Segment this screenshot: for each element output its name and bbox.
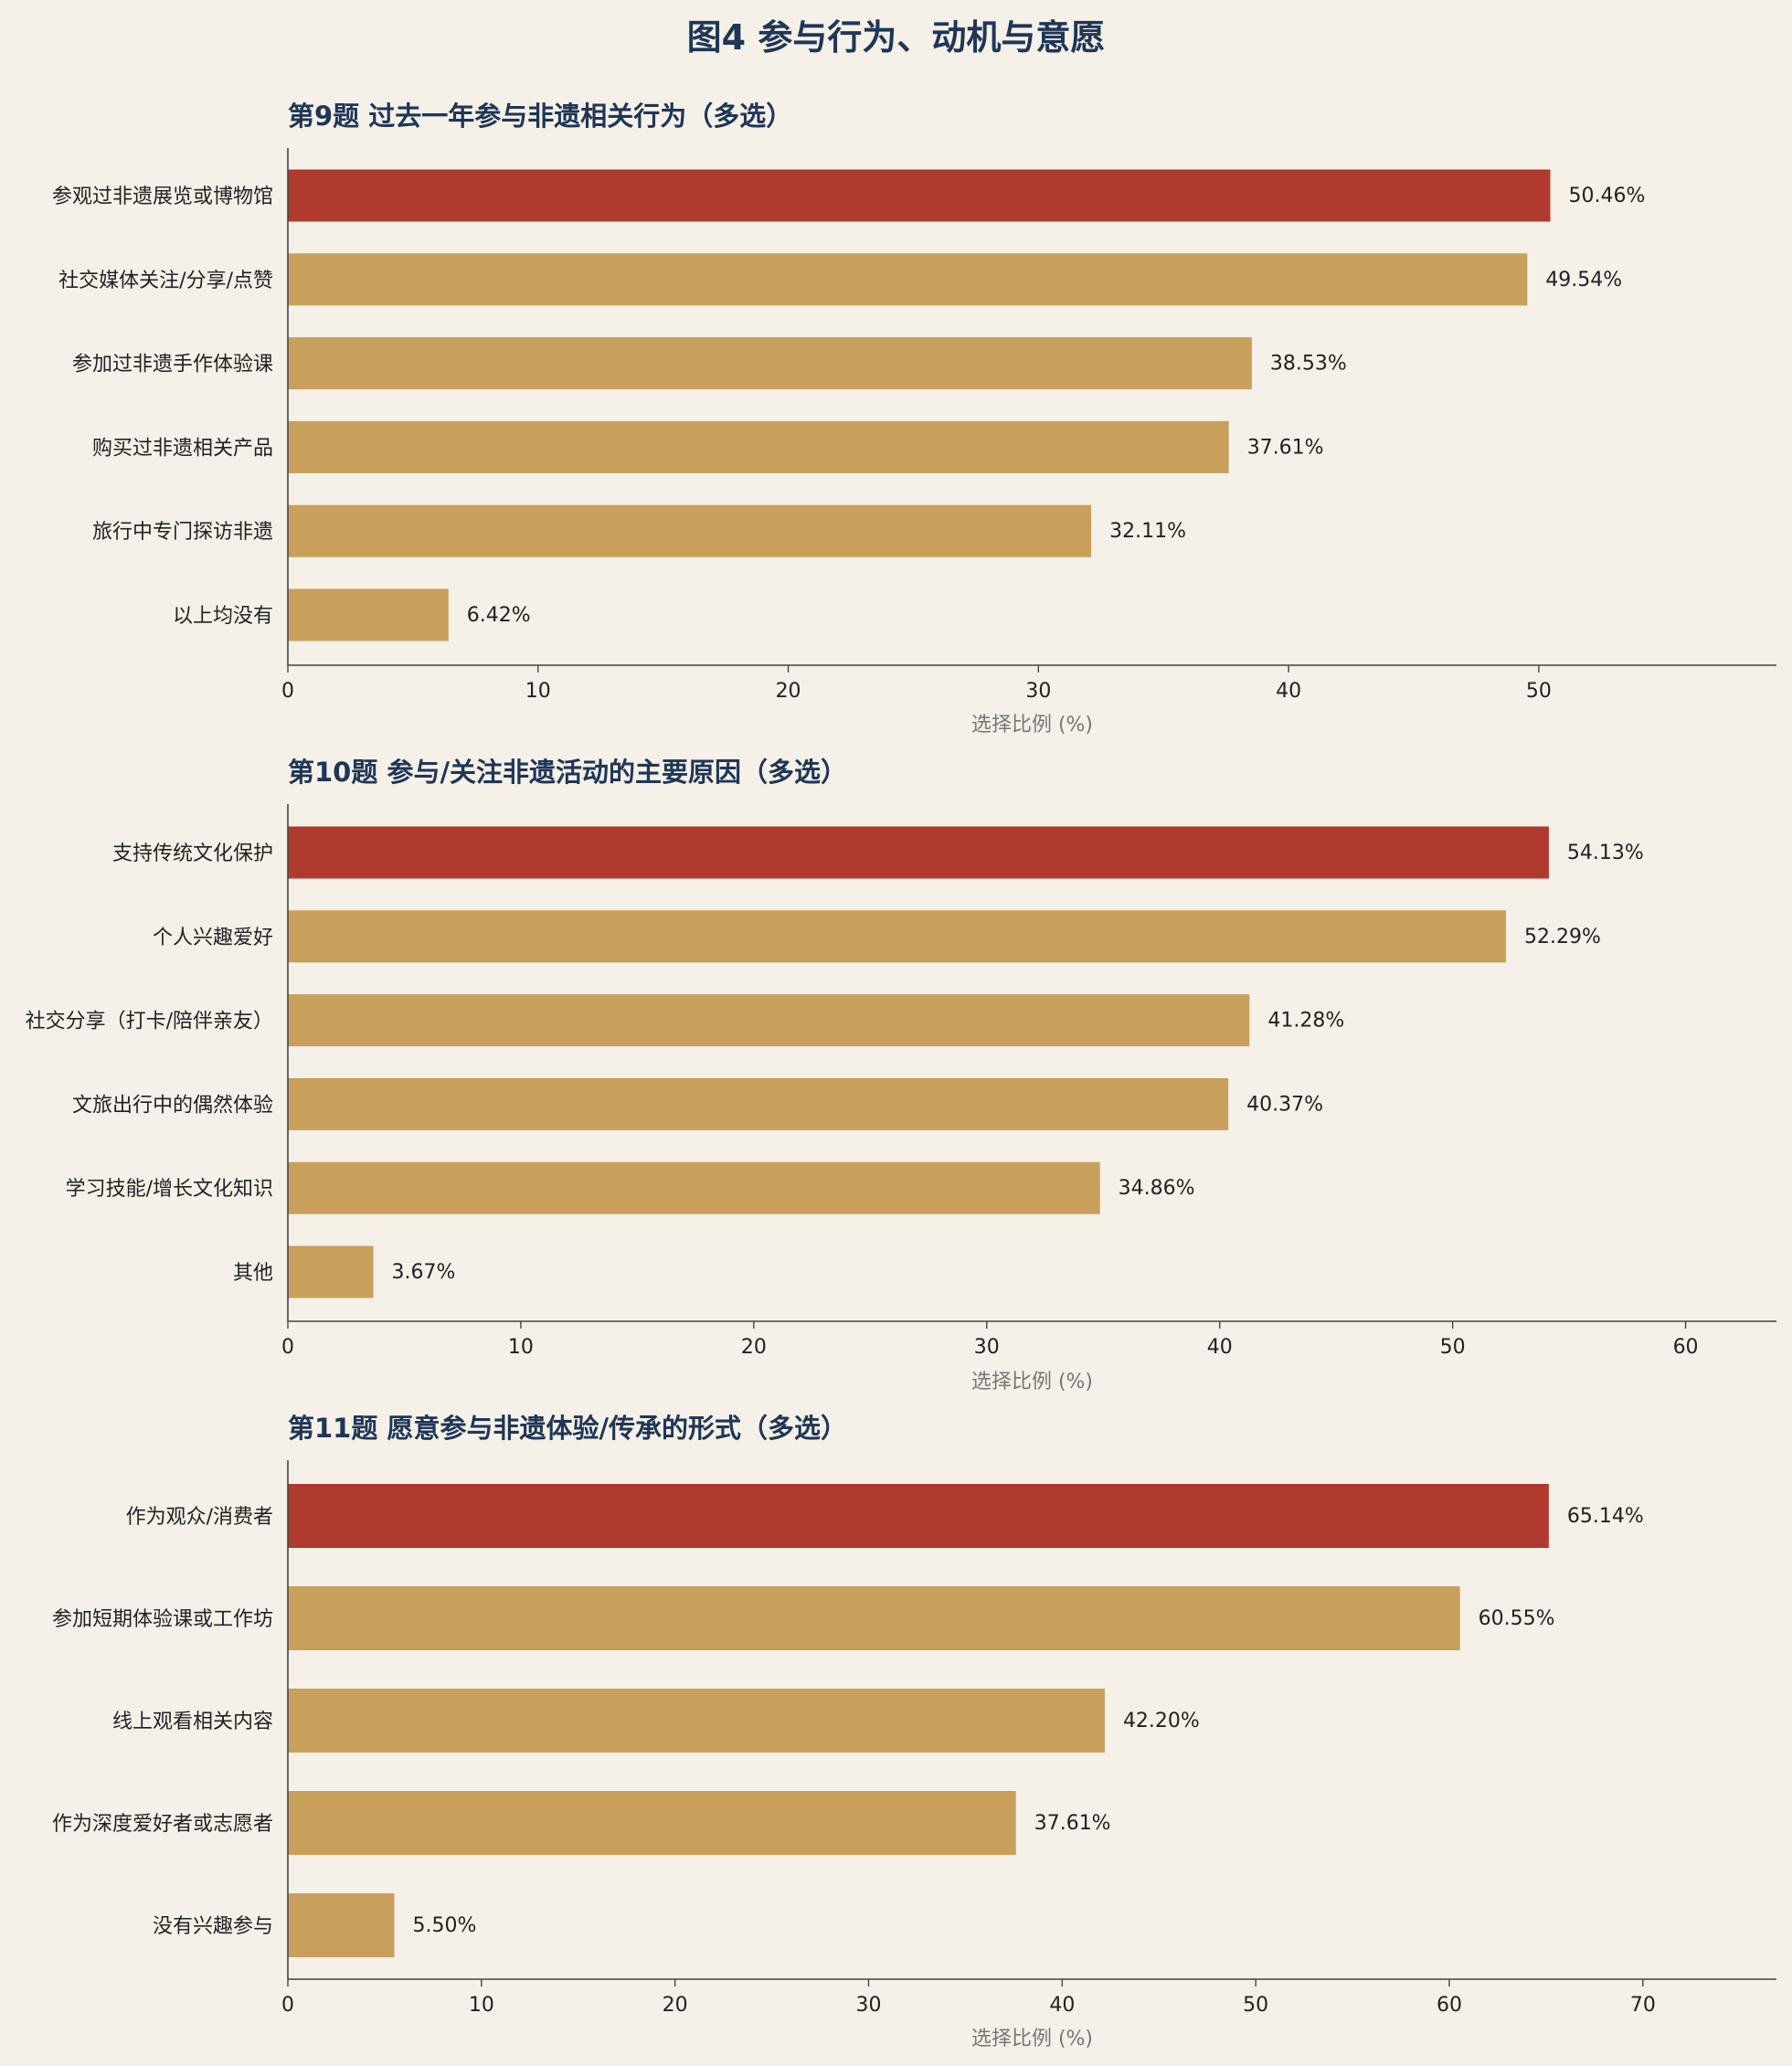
- value-label: 37.61%: [1034, 1812, 1111, 1835]
- bar: [288, 1791, 1016, 1855]
- tick-label: 40: [1207, 1336, 1233, 1359]
- category-label: 支持传统文化保护: [112, 842, 273, 865]
- x-axis-label: 选择比例 (%): [971, 1371, 1093, 1393]
- value-label: 49.54%: [1545, 269, 1622, 291]
- value-label: 3.67%: [392, 1261, 456, 1284]
- value-label: 42.20%: [1123, 1710, 1200, 1732]
- tick-label: 40: [1049, 1994, 1075, 2017]
- category-label: 以上均没有: [173, 605, 273, 628]
- value-label: 6.42%: [467, 604, 531, 627]
- value-label: 41.28%: [1267, 1010, 1344, 1033]
- tick-label: 50: [1526, 680, 1552, 703]
- bar: [288, 1893, 395, 1957]
- tick-label: 60: [1673, 1336, 1699, 1359]
- category-label: 作为观众/消费者: [126, 1506, 273, 1529]
- tick-label: 60: [1437, 1994, 1462, 2017]
- tick-label: 0: [281, 680, 294, 703]
- tick-label: 30: [974, 1336, 1000, 1359]
- tick-label: 0: [281, 1994, 294, 2017]
- tick-label: 20: [776, 680, 801, 703]
- tick-label: 50: [1243, 1994, 1268, 2017]
- figure-title: 图4 参与行为、动机与意愿: [686, 17, 1106, 58]
- value-label: 40.37%: [1246, 1093, 1323, 1116]
- bar: [288, 504, 1092, 557]
- tick-label: 40: [1276, 680, 1301, 703]
- bar: [288, 1077, 1229, 1130]
- category-label: 其他: [233, 1262, 273, 1285]
- value-label: 34.86%: [1119, 1177, 1195, 1200]
- tick-label: 50: [1440, 1336, 1466, 1359]
- bar: [288, 1245, 374, 1298]
- tick-label: 30: [856, 1994, 882, 2017]
- category-label: 社交媒体关注/分享/点赞: [58, 270, 273, 292]
- category-label: 个人兴趣爱好: [153, 927, 273, 949]
- bar: [288, 420, 1229, 473]
- value-label: 38.53%: [1270, 353, 1347, 376]
- category-label: 购买过非遗相关产品: [92, 437, 273, 460]
- tick-label: 0: [281, 1336, 294, 1359]
- value-label: 37.61%: [1247, 436, 1324, 459]
- category-label: 学习技能/增长文化知识: [66, 1178, 273, 1201]
- value-label: 50.46%: [1569, 185, 1646, 207]
- tick-label: 10: [525, 680, 551, 703]
- chart-title: 第10题 参与/关注非遗活动的主要原因（多选）: [288, 757, 847, 788]
- bar: [288, 910, 1507, 963]
- bar: [288, 253, 1528, 306]
- category-label: 作为深度爱好者或志愿者: [52, 1813, 273, 1836]
- chart-title: 第11题 愿意参与非遗体验/传承的形式（多选）: [288, 1413, 847, 1444]
- tick-label: 20: [741, 1336, 767, 1359]
- value-label: 54.13%: [1567, 842, 1644, 864]
- bar: [288, 1586, 1460, 1650]
- bar: [288, 337, 1252, 390]
- tick-label: 10: [508, 1336, 534, 1359]
- category-label: 旅行中专门探访非遗: [92, 521, 273, 544]
- chart-panel-1: 第9题 过去一年参与非遗相关行为（多选） 参观过非遗展览或博物馆 50.46% 社交媒…: [52, 101, 1776, 736]
- chart-panel-3: 第11题 愿意参与非遗体验/传承的形式（多选） 作为观众/消费者 65.14% 参加短…: [52, 1413, 1776, 2050]
- x-axis-label: 选择比例 (%): [971, 714, 1093, 736]
- bar: [288, 826, 1549, 879]
- category-label: 文旅出行中的偶然体验: [72, 1094, 273, 1117]
- x-axis-label: 选择比例 (%): [971, 2028, 1093, 2050]
- value-label: 32.11%: [1109, 520, 1186, 543]
- tick-label: 30: [1025, 680, 1051, 703]
- value-label: 60.55%: [1479, 1607, 1555, 1630]
- bar: [288, 588, 449, 641]
- bar: [288, 1484, 1549, 1548]
- value-label: 65.14%: [1567, 1505, 1644, 1528]
- tick-label: 70: [1630, 1994, 1656, 2017]
- bar: [288, 1161, 1100, 1214]
- chart-title: 第9题 过去一年参与非遗相关行为（多选）: [288, 101, 792, 132]
- category-label: 参加过非遗手作体验课: [72, 354, 273, 376]
- category-label: 线上观看相关内容: [112, 1711, 273, 1733]
- value-label: 52.29%: [1524, 926, 1601, 948]
- category-label: 参加短期体验课或工作坊: [52, 1608, 273, 1631]
- category-label: 社交分享（打卡/陪伴亲友）: [26, 1011, 273, 1033]
- bar: [288, 169, 1551, 222]
- category-label: 参观过非遗展览或博物馆: [52, 185, 273, 208]
- value-label: 5.50%: [413, 1914, 477, 1937]
- chart-panel-2: 第10题 参与/关注非遗活动的主要原因（多选） 支持传统文化保护 54.13% 个人兴…: [26, 757, 1776, 1393]
- bar: [288, 994, 1250, 1047]
- tick-label: 10: [469, 1994, 494, 2017]
- bar: [288, 1689, 1105, 1753]
- tick-label: 20: [663, 1994, 688, 2017]
- category-label: 没有兴趣参与: [153, 1915, 273, 1938]
